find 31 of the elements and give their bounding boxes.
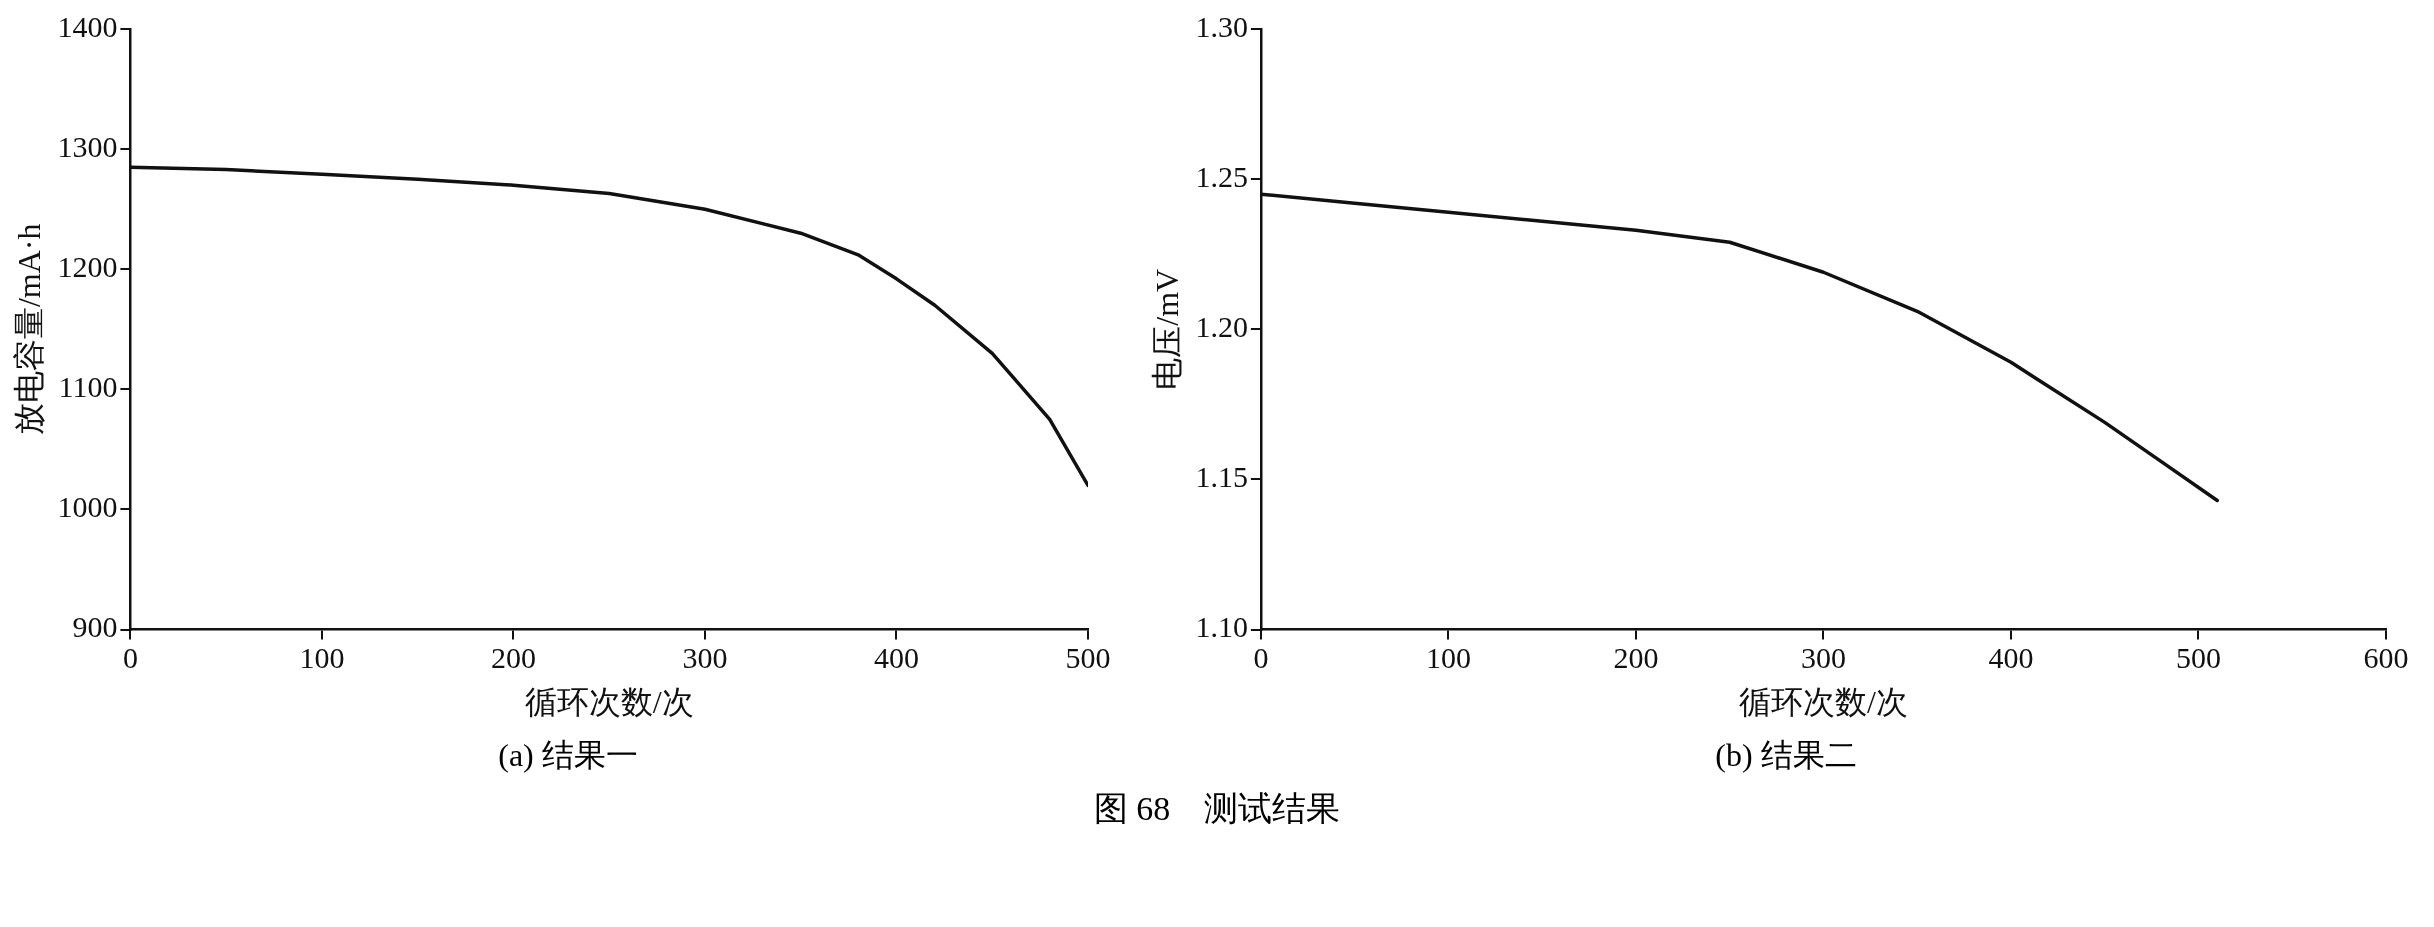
x-tick-label: 100 (1425, 641, 1471, 675)
text: (b) 结果二 (1715, 736, 1857, 775)
y-tick-label: 1000 (57, 490, 118, 524)
y-tick-label: 1.20 (1195, 310, 1248, 344)
y-tick-label: 1.25 (1195, 160, 1248, 194)
y-axis-title: 电压/mV (1148, 268, 1185, 390)
caption: 图 68 测试结果 (1092, 789, 1342, 829)
x-tick-label: 500 (1065, 641, 1111, 675)
x-tick-label: 200 (1613, 641, 1659, 675)
y-tick-label: 1100 (58, 370, 118, 404)
x-tick-label: 0 (122, 641, 138, 675)
y-tick-label: 900 (72, 610, 118, 644)
y-tick-label: 1.15 (1195, 460, 1248, 494)
x-tick-label: 500 (2175, 641, 2221, 675)
x-tick-label: 0 (1253, 641, 1269, 675)
x-tick-label: 200 (490, 641, 536, 675)
x-axis-title: 循环次数/次 (524, 684, 694, 721)
y-axis-title: 放电容量/mA·h (10, 223, 47, 436)
y-tick-label: 1200 (57, 250, 118, 284)
y-tick-label: 1.10 (1195, 610, 1248, 644)
x-tick-label: 100 (299, 641, 345, 675)
x-tick-label: 600 (2363, 641, 2409, 675)
y-tick-label: 1400 (57, 9, 118, 43)
x-tick-label: 300 (682, 641, 728, 675)
y-tick-label: 1.30 (1195, 9, 1248, 43)
x-tick-label: 400 (1988, 641, 2034, 675)
y-tick-label: 1300 (57, 129, 118, 163)
text: (a) 结果一 (498, 736, 638, 775)
x-axis-title: 循环次数/次 (1739, 684, 1908, 721)
x-tick-label: 400 (873, 641, 919, 675)
x-tick-label: 300 (1800, 641, 1846, 675)
